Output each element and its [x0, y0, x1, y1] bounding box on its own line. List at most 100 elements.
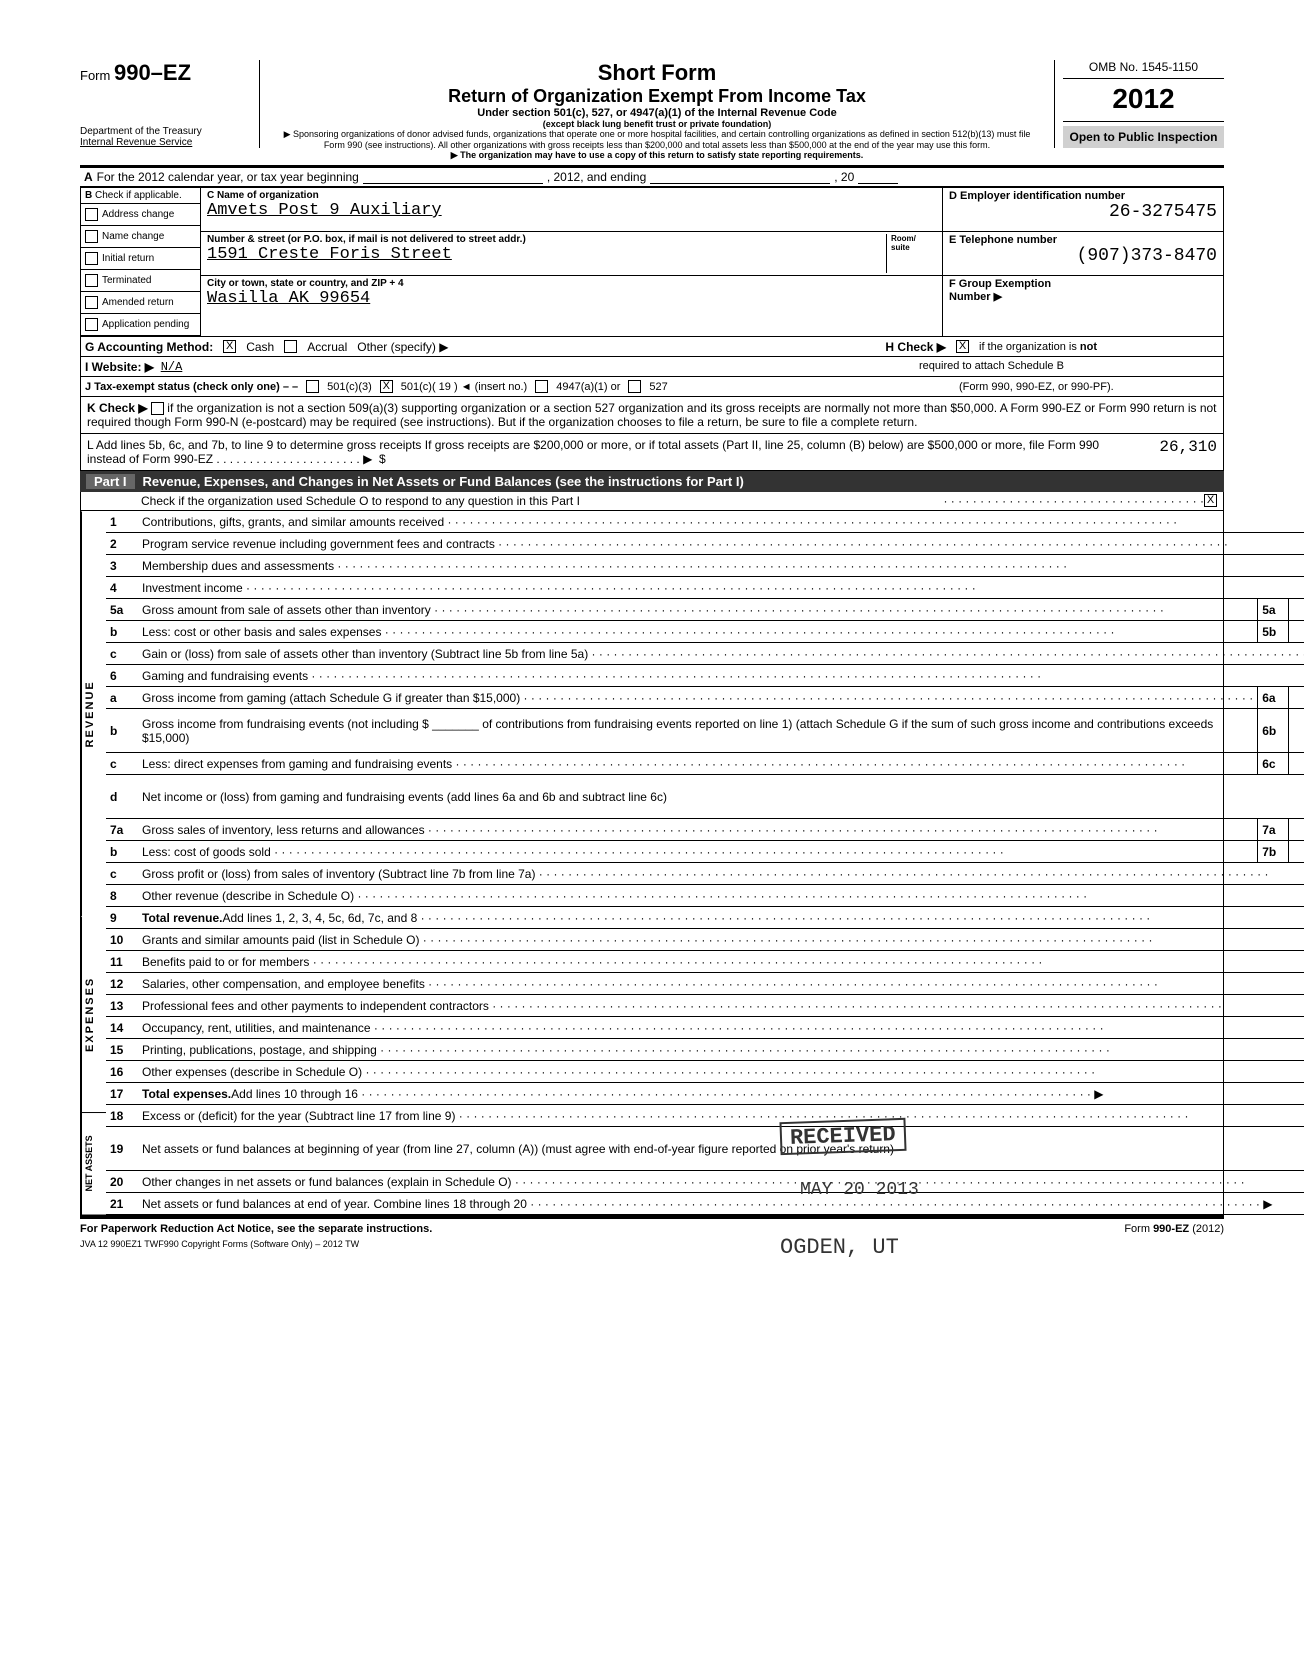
- row-desc: Gain or (loss) from sale of assets other…: [138, 643, 1304, 664]
- j-527-checkbox[interactable]: [628, 380, 641, 393]
- h-text-1: if the organization is not: [979, 341, 1219, 353]
- row-desc: Net income or (loss) from gaming and fun…: [138, 775, 1304, 818]
- l-text: L Add lines 5b, 6c, and 7b, to line 9 to…: [87, 438, 1099, 466]
- mid-num: 5b: [1257, 621, 1289, 642]
- paperwork-notice: For Paperwork Reduction Act Notice, see …: [80, 1223, 432, 1235]
- row-num: c: [106, 753, 138, 774]
- row-desc: Grants and similar amounts paid (list in…: [138, 929, 1304, 950]
- g-label: G Accounting Method:: [85, 340, 213, 354]
- part1-title: Revenue, Expenses, and Changes in Net As…: [143, 474, 744, 489]
- f-label: F Group Exemption: [949, 278, 1217, 290]
- table-row: bLess: cost of goods sold · · · · · · · …: [106, 841, 1304, 863]
- room-label: Room/ suite: [891, 234, 936, 252]
- b-checkbox[interactable]: [85, 252, 98, 265]
- row-desc: Other revenue (describe in Schedule O) ·…: [138, 885, 1304, 906]
- row-num: 7a: [106, 819, 138, 840]
- b-checkbox[interactable]: [85, 274, 98, 287]
- form-center-col: Short Form Return of Organization Exempt…: [272, 60, 1042, 161]
- row-num: 15: [106, 1039, 138, 1060]
- c-label: C Name of organization: [207, 190, 936, 201]
- row-desc: Contributions, gifts, grants, and simila…: [138, 511, 1304, 532]
- table-row: cLess: direct expenses from gaming and f…: [106, 753, 1304, 775]
- section-bcd: B Check if applicable. Address changeNam…: [80, 187, 1224, 337]
- mid-val: 4,956: [1289, 753, 1304, 774]
- row-num: 20: [106, 1171, 138, 1192]
- col-d: D Employer identification number 26-3275…: [943, 188, 1223, 336]
- table-row: 15Printing, publications, postage, and s…: [106, 1039, 1304, 1061]
- line-a-text: For the 2012 calendar year, or tax year …: [97, 170, 359, 184]
- row-num: 6: [106, 665, 138, 686]
- row-num: 13: [106, 995, 138, 1016]
- line-a-mid: , 2012, and ending: [547, 170, 646, 184]
- h-checkbox[interactable]: X: [956, 340, 969, 353]
- form-left-col: Form 990–EZ Department of the Treasury I…: [80, 60, 260, 148]
- mid-val: [1289, 621, 1304, 642]
- mid-val: [1289, 599, 1304, 620]
- jva-line: JVA 12 990EZ1 TWF990 Copyright Forms (So…: [80, 1239, 1224, 1249]
- form-right-col: OMB No. 1545-1150 2012 Open to Public In…: [1054, 60, 1224, 148]
- row-num: b: [106, 841, 138, 862]
- row-desc: Gross amount from sale of assets other t…: [138, 599, 1257, 620]
- b-checkbox[interactable]: [85, 296, 98, 309]
- b-checkbox[interactable]: [85, 230, 98, 243]
- row-num: 12: [106, 973, 138, 994]
- org-name: Amvets Post 9 Auxiliary: [207, 201, 936, 220]
- k-label: K Check ▶: [87, 401, 148, 415]
- mid-val: 1,398: [1289, 709, 1304, 752]
- row-num: 10: [106, 929, 138, 950]
- col-c: C Name of organization Amvets Post 9 Aux…: [201, 188, 943, 336]
- d-label: D Employer identification number: [949, 190, 1217, 202]
- row-desc: Other changes in net assets or fund bala…: [138, 1171, 1304, 1192]
- row-num: a: [106, 687, 138, 708]
- j-4947-checkbox[interactable]: [535, 380, 548, 393]
- row-desc: Program service revenue including govern…: [138, 533, 1304, 554]
- row-num: 14: [106, 1017, 138, 1038]
- b-checkbox[interactable]: [85, 318, 98, 331]
- mid-num: 6c: [1257, 753, 1289, 774]
- table-row: cGain or (loss) from sale of assets othe…: [106, 643, 1304, 665]
- row-desc: Gross profit or (loss) from sales of inv…: [138, 863, 1304, 884]
- j-4947: 4947(a)(1) or: [556, 381, 620, 393]
- table-row: 16Other expenses (describe in Schedule O…: [106, 1061, 1304, 1083]
- mid-num: 5a: [1257, 599, 1289, 620]
- copy-note: ▶ The organization may have to use a cop…: [272, 150, 1042, 161]
- cash-checkbox[interactable]: X: [223, 340, 236, 353]
- j-501c3-checkbox[interactable]: [306, 380, 319, 393]
- table-row: 21Net assets or fund balances at end of …: [106, 1193, 1304, 1215]
- city-value: Wasilla AK 99654: [207, 289, 936, 308]
- row-num: 9: [106, 907, 138, 928]
- vert-expenses: EXPENSES: [81, 917, 106, 1113]
- j-501c: 501(c)( 19 ) ◄ (insert no.): [401, 381, 527, 393]
- row-desc: Gross income from fundraising events (no…: [138, 709, 1257, 752]
- stamp-ogden: OGDEN, UT: [780, 1235, 899, 1260]
- table-row: bLess: cost or other basis and sales exp…: [106, 621, 1304, 643]
- row-num: 16: [106, 1061, 138, 1082]
- j-501c-checkbox[interactable]: X: [380, 380, 393, 393]
- stamp-date: MAY 20 2013: [800, 1180, 919, 1200]
- b-item-label: Application pending: [102, 319, 189, 330]
- b-item-label: Address change: [102, 209, 174, 220]
- open-inspection: Open to Public Inspection: [1063, 126, 1224, 148]
- row-num: b: [106, 709, 138, 752]
- b-check-row: Address change: [81, 204, 200, 226]
- omb-number: OMB No. 1545-1150: [1063, 60, 1224, 79]
- k-checkbox[interactable]: [151, 402, 164, 415]
- dept-line: Department of the Treasury: [80, 126, 251, 137]
- check-o-checkbox[interactable]: X: [1204, 494, 1217, 507]
- row-num: 8: [106, 885, 138, 906]
- b-item-label: Terminated: [102, 275, 151, 286]
- row-desc: Salaries, other compensation, and employ…: [138, 973, 1304, 994]
- table-row: 10Grants and similar amounts paid (list …: [106, 929, 1304, 951]
- row-desc: Benefits paid to or for members · · · · …: [138, 951, 1304, 972]
- row-num: b: [106, 621, 138, 642]
- table-row: 3Membership dues and assessments · · · ·…: [106, 555, 1304, 577]
- accrual-checkbox[interactable]: [284, 340, 297, 353]
- b-checkbox[interactable]: [85, 208, 98, 221]
- part1-label: Part I: [86, 474, 135, 489]
- form-prefix: Form: [80, 68, 110, 83]
- section-g-l: G Accounting Method: XCash Accrual Other…: [80, 337, 1224, 471]
- addr-value: 1591 Creste Foris Street: [207, 245, 886, 264]
- row-desc: Total revenue. Add lines 1, 2, 3, 4, 5c,…: [138, 907, 1304, 928]
- table-row: 12Salaries, other compensation, and empl…: [106, 973, 1304, 995]
- table-row: 5aGross amount from sale of assets other…: [106, 599, 1304, 621]
